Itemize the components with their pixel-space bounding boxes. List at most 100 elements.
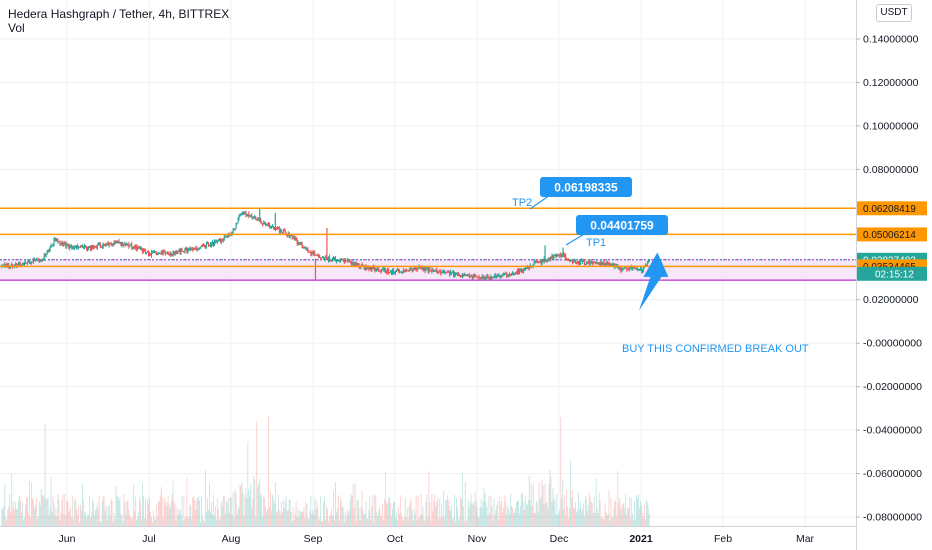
volume-bar bbox=[368, 509, 370, 526]
candle-body bbox=[266, 224, 268, 226]
candle-body bbox=[606, 262, 608, 265]
candle-body bbox=[458, 275, 460, 277]
volume-bar bbox=[570, 460, 572, 526]
volume-bar bbox=[138, 512, 140, 526]
volume-bar bbox=[607, 513, 609, 526]
volume-bar bbox=[202, 516, 204, 526]
volume-bar bbox=[646, 502, 648, 526]
candle-body bbox=[58, 241, 60, 243]
candle-body bbox=[515, 272, 517, 274]
candle-body bbox=[247, 213, 249, 215]
volume-bar bbox=[372, 495, 374, 526]
candle-body bbox=[158, 252, 160, 254]
candle-body bbox=[352, 262, 354, 264]
candle-body bbox=[332, 257, 334, 261]
volume-bar bbox=[586, 510, 588, 526]
volume-bar bbox=[201, 496, 203, 526]
candle-body bbox=[179, 250, 181, 253]
candle-body bbox=[471, 276, 473, 278]
candle-body bbox=[429, 268, 431, 271]
volume-bar bbox=[466, 518, 468, 526]
candle-body bbox=[565, 255, 567, 260]
candle-body bbox=[242, 211, 244, 214]
candle-body bbox=[595, 262, 597, 264]
volume-bar bbox=[315, 509, 317, 526]
candle-body bbox=[91, 246, 93, 248]
candle-body bbox=[113, 240, 115, 245]
volume-bar bbox=[638, 494, 639, 526]
candle-body bbox=[426, 267, 428, 269]
candle-body bbox=[263, 223, 265, 225]
candle-body bbox=[264, 222, 266, 224]
volume-bar bbox=[452, 519, 453, 526]
candle-body bbox=[502, 275, 504, 277]
volume-bar bbox=[338, 520, 340, 526]
candle-body bbox=[83, 245, 85, 249]
candle-body bbox=[632, 267, 634, 269]
volume-bar bbox=[484, 493, 486, 526]
candle-body bbox=[184, 249, 186, 253]
volume-bar bbox=[303, 507, 305, 526]
volume-bar bbox=[211, 514, 213, 526]
volume-bar bbox=[297, 507, 299, 526]
volume-bar bbox=[361, 490, 363, 526]
candle-body bbox=[72, 247, 74, 249]
volume-bar bbox=[305, 502, 307, 526]
volume-bar bbox=[175, 520, 177, 526]
volume-bar bbox=[520, 493, 522, 526]
volume-bar bbox=[323, 501, 325, 526]
candle-body bbox=[603, 261, 605, 265]
candle-body bbox=[121, 242, 123, 246]
volume-bar bbox=[325, 518, 327, 526]
volume-bar bbox=[90, 512, 92, 526]
candle-body bbox=[474, 275, 476, 277]
candle-body bbox=[98, 244, 100, 246]
volume-bar bbox=[253, 475, 255, 526]
volume-bar bbox=[146, 519, 147, 526]
volume-bar bbox=[626, 514, 628, 526]
annotation-tp2: TP2 bbox=[512, 197, 532, 209]
candle-body bbox=[564, 255, 566, 257]
volume-bar bbox=[623, 503, 625, 526]
candle-body bbox=[462, 273, 464, 276]
candle-body bbox=[61, 242, 63, 244]
candle-body bbox=[78, 246, 80, 249]
volume-bar bbox=[147, 499, 148, 526]
volume-bar bbox=[233, 518, 235, 526]
breakout-arrow bbox=[639, 252, 669, 311]
candle-body bbox=[36, 259, 38, 261]
countdown-label: 02:15:12 bbox=[875, 269, 914, 280]
volume-bar bbox=[252, 498, 254, 526]
currency-button[interactable]: USDT bbox=[876, 4, 912, 22]
candle-body bbox=[405, 270, 407, 272]
annotation-tp1: TP1 bbox=[586, 237, 606, 249]
volume-bar bbox=[451, 504, 452, 526]
volume-bar bbox=[516, 501, 517, 526]
volume-bar bbox=[460, 499, 462, 526]
candle-body bbox=[28, 261, 30, 264]
candle-body bbox=[475, 275, 477, 277]
volume-bar bbox=[627, 508, 629, 526]
volume-bar bbox=[104, 511, 106, 526]
volume-bar bbox=[353, 508, 355, 526]
volume-bar bbox=[142, 483, 144, 526]
y-tick-label: 0.10000000 bbox=[863, 120, 919, 132]
candle-body bbox=[183, 251, 185, 253]
candle-body bbox=[516, 272, 518, 274]
volume-bar bbox=[464, 482, 466, 526]
volume-bar bbox=[510, 493, 512, 526]
volume-bar bbox=[151, 521, 153, 526]
candle-body bbox=[532, 263, 534, 267]
volume-bar bbox=[243, 515, 245, 526]
volume-bar bbox=[613, 506, 615, 526]
candle-body bbox=[647, 260, 649, 262]
volume-bar bbox=[573, 506, 575, 526]
volume-bar bbox=[31, 498, 33, 526]
candle-body bbox=[589, 261, 591, 264]
volume-bar bbox=[449, 506, 451, 526]
candle-body bbox=[233, 229, 235, 231]
volume-bar bbox=[394, 502, 395, 526]
candle-body bbox=[293, 237, 295, 240]
volume-bar bbox=[363, 514, 365, 526]
